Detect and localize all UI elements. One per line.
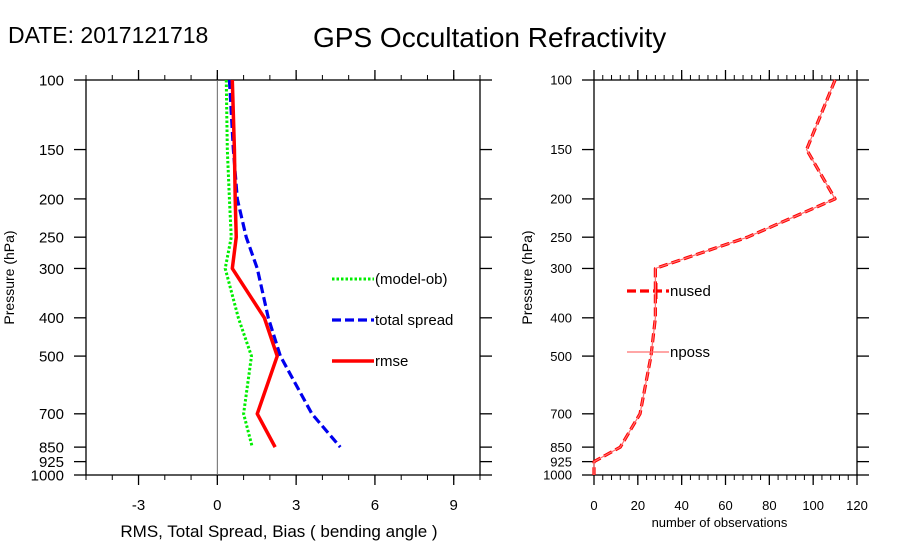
y-tick-label: 200 [39,191,64,208]
series-line-nposs [593,79,836,475]
legend-label: nposs [670,344,710,361]
legend-label: nused [670,283,711,300]
series-line-modelob [223,79,254,448]
x-tick-label: 120 [846,498,868,513]
date-label: DATE: 2017121718 [8,22,209,48]
x-tick-label: 20 [631,498,645,513]
y-tick-label: 400 [550,310,572,325]
plot-frame [85,79,481,476]
x-tick-label: 0 [590,498,597,513]
y-tick-label: 300 [550,261,572,276]
x-tick-label: 0 [213,497,221,514]
y-tick-label: 300 [39,261,64,278]
y-tick-label: 1000 [543,468,572,483]
x-tick-label: -3 [132,497,145,514]
y-tick-label: 250 [550,230,572,245]
legend-label: rmse [375,353,408,370]
x-tick-label: 40 [674,498,688,513]
x-tick-label: 100 [802,498,824,513]
left-panel: -3 0 3 6 9 100 150 200 250 300 400 500 700 8509251000… [1,70,492,541]
x-tick-label: 60 [718,498,732,513]
y-tick-label: 700 [39,406,64,423]
x-axis-label: number of observations [652,515,788,530]
y-tick-label: 100 [39,72,64,89]
right-panel: 0 20 40 60 80 100 120 100 150 200 250 300 400 500 700 8… [519,70,869,530]
x-tick-label: 6 [371,497,379,514]
figure-title: GPS Occultation Refractivity [313,22,667,53]
y-tick-label: 200 [550,192,572,207]
y-tick-label: 500 [550,349,572,364]
y-tick-label: 150 [550,142,572,157]
y-tick-label: 850 [550,440,572,455]
y-tick-label: 925 [550,454,572,469]
y-tick-label: 850 [39,440,64,457]
x-axis-label: RMS, Total Spread, Bias ( bending angle … [120,522,437,541]
y-tick-label: 250 [39,230,64,247]
y-axis-label: Pressure (hPa) [1,230,17,324]
x-tick-label: 3 [292,497,300,514]
y-tick-label: 925 [39,454,64,471]
y-tick-label: 500 [39,348,64,365]
y-tick-label: 100 [550,73,572,88]
legend-label: (model-ob) [375,271,448,288]
y-tick-label: 700 [550,406,572,421]
series-line-rmse [230,79,279,448]
plot-frame [593,79,858,476]
x-tick-label: 9 [450,497,458,514]
y-tick-label: 1000 [31,467,64,484]
x-tick-label: 80 [762,498,776,513]
legend-label: total spread [375,312,453,329]
y-tick-label: 150 [39,142,64,159]
series-line-nused [592,79,837,475]
y-axis-label: Pressure (hPa) [519,230,535,324]
y-tick-label: 400 [39,310,64,327]
